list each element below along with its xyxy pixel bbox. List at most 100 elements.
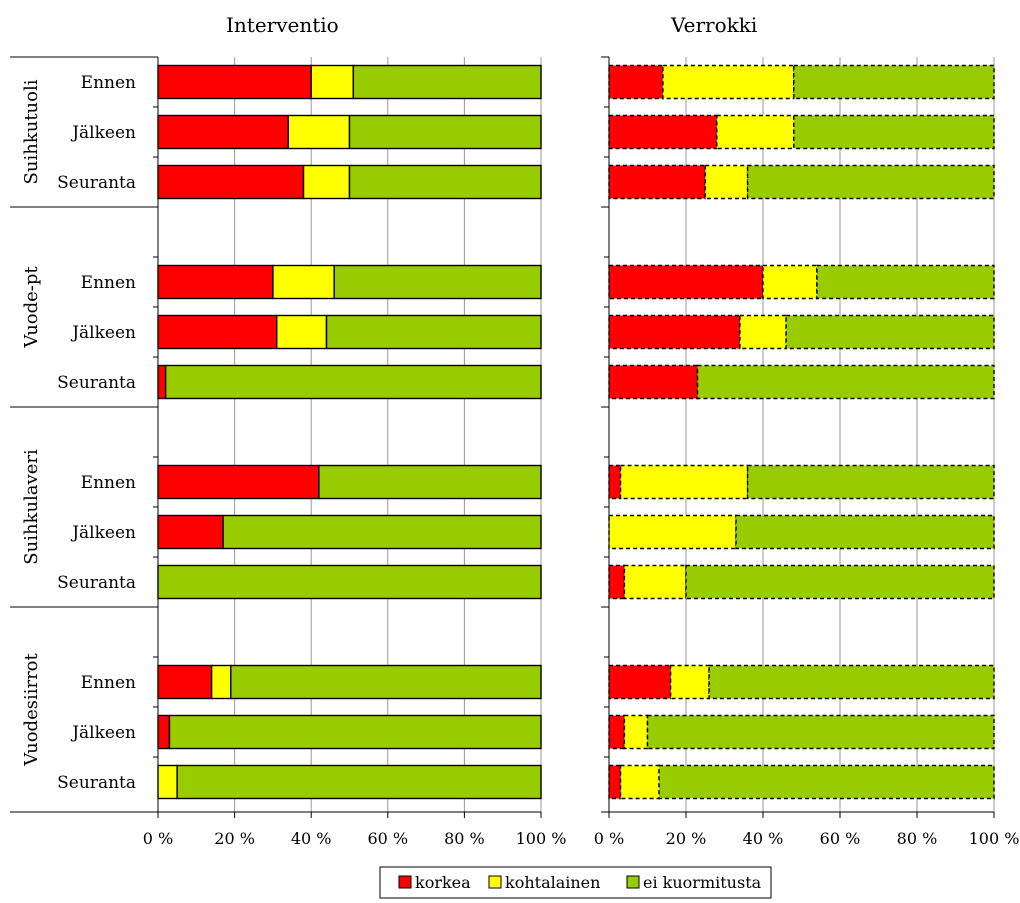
bar-segment-kohtalainen xyxy=(276,314,328,350)
legend-label: korkea xyxy=(415,873,471,892)
bar-segment-kohtalainen xyxy=(287,114,351,150)
bar-segment-kohtalainen xyxy=(762,264,818,300)
bar-segment-ei-kuormitusta xyxy=(352,64,542,100)
bar-segment-ei-kuormitusta xyxy=(793,114,995,150)
legend-swatch-kohtalainen xyxy=(488,875,502,889)
x-tick-label: 80 % xyxy=(897,829,938,848)
row-label: Seuranta xyxy=(57,173,136,193)
row-label: Ennen xyxy=(81,273,136,293)
bar-segment-korkea xyxy=(157,714,171,750)
bar-segment-korkea xyxy=(608,64,664,100)
bar-segment-korkea xyxy=(157,514,224,550)
group-label: Vuodesiirrot xyxy=(21,652,42,766)
bar-segment-ei-kuormitusta xyxy=(176,764,542,800)
bar-segment-korkea xyxy=(157,64,312,100)
x-tick-label: 80 % xyxy=(444,829,485,848)
bar-segment-korkea xyxy=(608,664,672,700)
bar-segment-ei-kuormitusta xyxy=(318,464,542,500)
bar-segment-kohtalainen xyxy=(662,64,795,100)
row-label: Jälkeen xyxy=(70,723,136,743)
legend-label: kohtalainen xyxy=(505,873,600,892)
bar-segment-korkea xyxy=(608,764,622,800)
legend-label: ei kuormitusta xyxy=(643,873,762,892)
bar-segment-kohtalainen xyxy=(310,64,355,100)
row-label: Jälkeen xyxy=(70,123,136,143)
bar-segment-korkea xyxy=(608,114,718,150)
group-label: Suihkulaveri xyxy=(21,449,42,565)
bar-segment-ei-kuormitusta xyxy=(746,164,995,200)
bar-segment-korkea xyxy=(157,114,289,150)
bar-segment-korkea xyxy=(608,364,699,400)
bar-segment-kohtalainen xyxy=(669,664,710,700)
row-label: Jälkeen xyxy=(70,323,136,343)
bar-segment-ei-kuormitusta xyxy=(746,464,995,500)
bar-segment-kohtalainen xyxy=(623,714,649,750)
bar-segment-ei-kuormitusta xyxy=(708,664,995,700)
bar-segment-korkea xyxy=(608,314,741,350)
bar-segment-kohtalainen xyxy=(704,164,749,200)
x-tick-label: 100 % xyxy=(516,829,567,848)
bar-segment-ei-kuormitusta xyxy=(157,564,542,600)
x-tick-label: 20 % xyxy=(214,829,255,848)
bar-segment-ei-kuormitusta xyxy=(685,564,995,600)
bar-segment-korkea xyxy=(608,464,622,500)
bar-segment-kohtalainen xyxy=(157,764,178,800)
row-label: Seuranta xyxy=(57,773,136,793)
bar-segment-kohtalainen xyxy=(619,764,660,800)
bar-segment-ei-kuormitusta xyxy=(646,714,995,750)
bar-segment-ei-kuormitusta xyxy=(735,514,995,550)
bar-segment-ei-kuormitusta xyxy=(164,364,542,400)
panel-title: Interventio xyxy=(226,13,339,37)
row-label: Ennen xyxy=(81,73,136,93)
group-label: Vuode-pt xyxy=(21,266,42,349)
bar-segment-kohtalainen xyxy=(623,564,687,600)
bar-segment-korkea xyxy=(608,264,764,300)
bar-segment-korkea xyxy=(157,314,278,350)
bar-segment-kohtalainen xyxy=(302,164,351,200)
bar-segment-ei-kuormitusta xyxy=(348,114,542,150)
bar-segment-kohtalainen xyxy=(608,514,737,550)
bar-segment-ei-kuormitusta xyxy=(348,164,542,200)
bar-segment-ei-kuormitusta xyxy=(333,264,542,300)
x-tick-label: 20 % xyxy=(666,829,707,848)
bar-segment-kohtalainen xyxy=(739,314,787,350)
row-label: Ennen xyxy=(81,673,136,693)
bar-segment-korkea xyxy=(608,164,706,200)
bar-segment-kohtalainen xyxy=(619,464,749,500)
bar-segment-kohtalainen xyxy=(210,664,232,700)
bar-segment-korkea xyxy=(608,714,626,750)
bar-segment-ei-kuormitusta xyxy=(658,764,995,800)
bar-segment-ei-kuormitusta xyxy=(325,314,542,350)
bar-segment-ei-kuormitusta xyxy=(816,264,995,300)
legend-box xyxy=(379,866,772,899)
bar-segment-korkea xyxy=(157,164,305,200)
legend-swatch-korkea xyxy=(398,875,412,889)
bar-segment-korkea xyxy=(157,464,320,500)
bar-segment-korkea xyxy=(157,364,167,400)
legend-swatch-ei-kuormitusta xyxy=(626,875,640,889)
bar-segment-korkea xyxy=(157,264,274,300)
bar-segment-ei-kuormitusta xyxy=(230,664,542,700)
panel-title: Verrokki xyxy=(670,13,757,37)
bar-segment-korkea xyxy=(157,664,213,700)
x-tick-label: 40 % xyxy=(743,829,784,848)
x-tick-label: 60 % xyxy=(367,829,408,848)
bar-segment-kohtalainen xyxy=(716,114,795,150)
x-tick-label: 0 % xyxy=(594,829,624,848)
x-tick-label: 60 % xyxy=(820,829,861,848)
x-tick-label: 0 % xyxy=(143,829,173,848)
bar-segment-ei-kuormitusta xyxy=(696,364,995,400)
group-label: Suihkutuoli xyxy=(21,79,42,184)
x-tick-label: 40 % xyxy=(291,829,332,848)
bar-segment-ei-kuormitusta xyxy=(793,64,995,100)
x-tick-label: 100 % xyxy=(969,829,1020,848)
row-label: Seuranta xyxy=(57,573,136,593)
row-label: Ennen xyxy=(81,473,136,493)
bar-segment-ei-kuormitusta xyxy=(785,314,995,350)
bar-segment-ei-kuormitusta xyxy=(222,514,542,550)
bar-segment-korkea xyxy=(608,564,626,600)
bar-segment-kohtalainen xyxy=(272,264,335,300)
row-label: Seuranta xyxy=(57,373,136,393)
